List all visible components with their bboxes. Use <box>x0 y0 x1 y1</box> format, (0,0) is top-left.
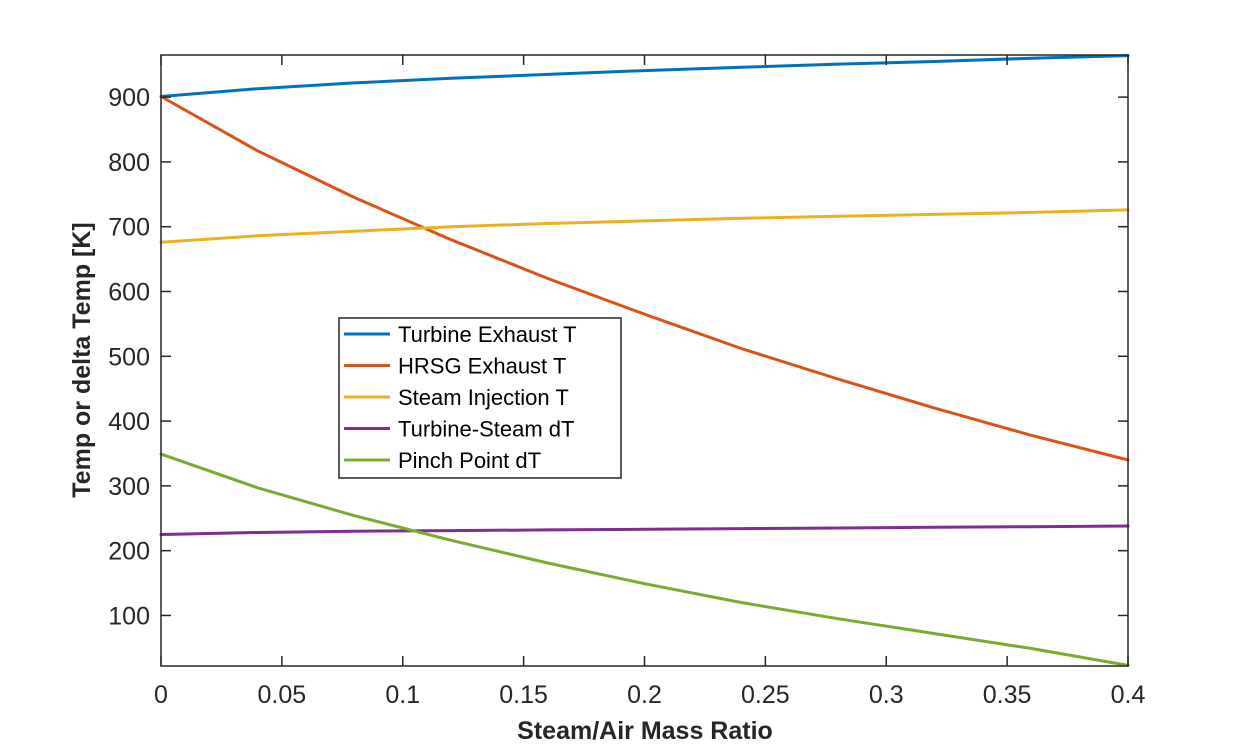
plot-area <box>161 55 1128 666</box>
y-tick-label: 800 <box>108 149 150 177</box>
series-line-1 <box>159 54 1130 98</box>
y-tick-label: 400 <box>108 408 150 436</box>
y-axis-label: Temp or delta Temp [K] <box>68 222 96 497</box>
legend-label-2: HRSG Exhaust T <box>398 354 566 379</box>
x-tick-label: 0.05 <box>258 681 307 709</box>
x-tick-label: 0.3 <box>869 681 904 709</box>
legend-label-3: Steam Injection T <box>398 385 569 410</box>
series-lines <box>159 54 1130 667</box>
x-tick-label: 0.1 <box>385 681 420 709</box>
legend-label-4: Turbine-Steam dT <box>398 417 574 442</box>
y-tick-label: 100 <box>108 602 150 630</box>
legend-label-1: Turbine Exhaust T <box>398 322 577 347</box>
x-axis-label: Steam/Air Mass Ratio <box>517 717 773 745</box>
y-tick-label: 300 <box>108 473 150 501</box>
x-tick-label: 0.35 <box>983 681 1032 709</box>
series-line-2 <box>159 95 1130 462</box>
y-tick-label: 500 <box>108 343 150 371</box>
y-tick-label: 600 <box>108 278 150 306</box>
y-tick-label: 900 <box>108 84 150 112</box>
legend: Turbine Exhaust T HRSG Exhaust T Steam Inj… <box>338 317 622 479</box>
x-tick-label: 0 <box>154 681 168 709</box>
x-axis-ticks: 0 0.05 0.1 0.15 0.2 0.25 0.3 0.35 0.4 <box>154 55 1145 709</box>
x-tick-label: 0.15 <box>499 681 548 709</box>
y-axis-ticks: 100 200 300 400 500 600 700 800 900 <box>108 84 1128 630</box>
legend-label-5: Pinch Point dT <box>398 448 541 473</box>
series-line-4 <box>159 524 1130 536</box>
series-line-5 <box>159 452 1130 667</box>
x-tick-label: 0.25 <box>741 681 790 709</box>
x-tick-label: 0.2 <box>627 681 662 709</box>
x-tick-label: 0.4 <box>1111 681 1146 709</box>
y-tick-label: 200 <box>108 538 150 566</box>
series-line-3 <box>159 208 1130 244</box>
y-tick-label: 700 <box>108 214 150 242</box>
